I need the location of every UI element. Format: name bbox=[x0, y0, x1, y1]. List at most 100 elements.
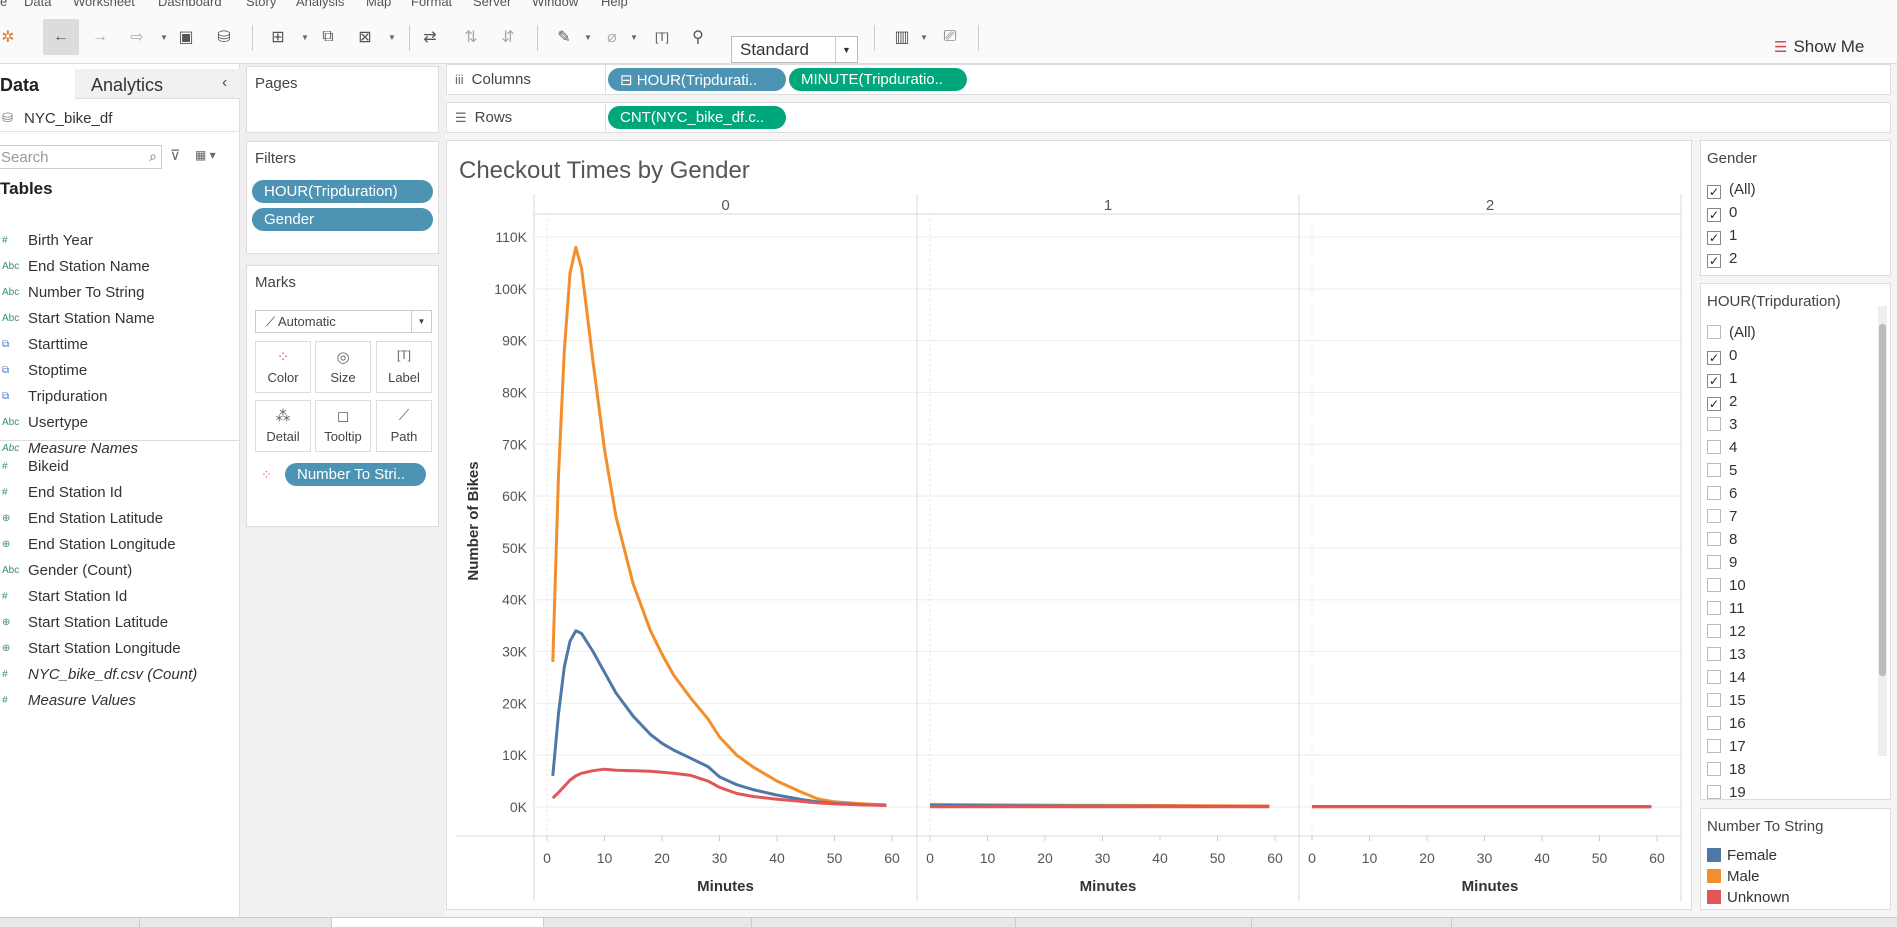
tooltip-button[interactable]: ◻ Tooltip bbox=[315, 400, 371, 452]
hour-option-6[interactable]: 6 bbox=[1707, 485, 1737, 508]
show-me-button[interactable]: ☰ Show Me bbox=[1774, 37, 1864, 57]
sheet-tab-active[interactable] bbox=[332, 918, 544, 927]
save-icon[interactable]: ▣ bbox=[178, 29, 194, 46]
menu-help[interactable]: Help bbox=[601, 0, 628, 9]
tableau-logo-icon[interactable]: ✲ bbox=[1, 29, 15, 46]
field-item[interactable]: ⧉ Tripduration bbox=[0, 385, 240, 409]
gender-option-all[interactable]: ✓ (All) bbox=[1707, 181, 1756, 204]
sheet-tab[interactable] bbox=[544, 918, 752, 927]
color-pill-number-to-string[interactable]: Number To Stri.. bbox=[285, 463, 426, 486]
field-item[interactable]: Abc Start Station Name bbox=[0, 307, 240, 331]
gender-option-0[interactable]: ✓ 0 bbox=[1707, 204, 1737, 227]
menu-server[interactable]: Server bbox=[473, 0, 512, 9]
datasource-item[interactable]: ⛁ NYC_bike_df bbox=[0, 104, 240, 132]
hour-option-9[interactable]: 9 bbox=[1707, 554, 1737, 577]
replay-caret-icon[interactable]: ▼ bbox=[160, 33, 168, 42]
hour-option-19[interactable]: 19 bbox=[1707, 784, 1746, 799]
highlight-icon[interactable]: ✎ bbox=[557, 29, 571, 46]
path-button[interactable]: ⟋ Path bbox=[376, 400, 432, 452]
hour-option-all[interactable]: (All) bbox=[1707, 324, 1756, 347]
menu-data[interactable]: Data bbox=[24, 0, 52, 9]
field-item[interactable]: # Bikeid bbox=[0, 455, 240, 479]
legend-item-female[interactable]: Female bbox=[1707, 847, 1777, 867]
size-button[interactable]: ◎ Size bbox=[315, 341, 371, 393]
show-labels-icon[interactable]: [T] bbox=[655, 30, 669, 44]
clear-sheet-icon[interactable]: ⊠ bbox=[358, 29, 372, 46]
field-item[interactable]: # Start Station Id bbox=[0, 585, 240, 609]
tab-analytics[interactable]: Analytics bbox=[75, 69, 240, 99]
field-item[interactable]: ⊕ Start Station Longitude bbox=[0, 637, 240, 661]
swap-rows-columns-icon[interactable]: ⇄ bbox=[423, 29, 437, 46]
tab-data[interactable]: Data bbox=[0, 69, 75, 99]
menu-file[interactable]: e bbox=[0, 0, 8, 9]
hour-option-3[interactable]: 3 bbox=[1707, 416, 1737, 439]
columns-pill-minute[interactable]: MINUTE(Tripduratio.. bbox=[789, 68, 967, 91]
sheet-tab[interactable] bbox=[752, 918, 1016, 927]
hour-list-scrollbar[interactable] bbox=[1878, 306, 1887, 756]
hour-option-17[interactable]: 17 bbox=[1707, 738, 1746, 761]
hour-option-13[interactable]: 13 bbox=[1707, 646, 1746, 669]
field-item[interactable]: # Birth Year bbox=[0, 229, 240, 253]
presentation-mode-icon[interactable]: ⎚ bbox=[943, 28, 957, 45]
sheet-tab[interactable] bbox=[140, 918, 332, 927]
field-item[interactable]: # NYC_bike_df.csv (Count) bbox=[0, 663, 240, 687]
field-item[interactable]: Abc Number To String bbox=[0, 281, 240, 305]
clear-sheet-caret-icon[interactable]: ▼ bbox=[388, 33, 396, 42]
show-cards-caret-icon[interactable]: ▼ bbox=[920, 33, 928, 42]
menu-dashboard[interactable]: Dashboard bbox=[158, 0, 222, 9]
field-item[interactable]: Abc Gender (Count) bbox=[0, 559, 240, 583]
field-item[interactable]: Abc Usertype bbox=[0, 411, 240, 435]
redo-icon[interactable]: → bbox=[92, 28, 108, 45]
sheet-tab[interactable] bbox=[1016, 918, 1252, 927]
group-caret-icon[interactable]: ▼ bbox=[630, 33, 638, 42]
filter-pill-gender[interactable]: Gender bbox=[252, 208, 433, 231]
pages-card[interactable]: Pages bbox=[246, 66, 439, 133]
hour-option-12[interactable]: 12 bbox=[1707, 623, 1746, 646]
add-datasource-icon[interactable]: ⛁ bbox=[217, 29, 231, 46]
fit-view-select[interactable]: Standard ▼ bbox=[731, 36, 858, 63]
hour-option-14[interactable]: 14 bbox=[1707, 669, 1746, 692]
columns-pill-hour[interactable]: ⊟ HOUR(Tripdurati.. bbox=[608, 68, 786, 91]
show-cards-icon[interactable]: ▥ bbox=[894, 29, 910, 46]
legend-item-male[interactable]: Male bbox=[1707, 868, 1760, 888]
field-item[interactable]: ⊕ End Station Latitude bbox=[0, 507, 240, 531]
label-button[interactable]: [T] Label bbox=[376, 341, 432, 393]
columns-shelf[interactable]: iii Columns ⊟ HOUR(Tripdurati.. MINUTE(Tr… bbox=[446, 64, 1891, 95]
sort-ascending-icon[interactable]: ⇅ bbox=[464, 29, 478, 46]
sheet-tab[interactable] bbox=[0, 918, 140, 927]
filter-pill-hour[interactable]: HOUR(Tripduration) bbox=[252, 180, 433, 203]
hour-option-4[interactable]: 4 bbox=[1707, 439, 1737, 462]
gender-option-2[interactable]: ✓ 2 bbox=[1707, 250, 1737, 273]
duplicate-sheet-icon[interactable]: ⧉ bbox=[322, 28, 334, 45]
hour-option-10[interactable]: 10 bbox=[1707, 577, 1746, 600]
field-item[interactable]: ⊕ End Station Longitude bbox=[0, 533, 240, 557]
color-button[interactable]: ⁘ Color bbox=[255, 341, 311, 393]
field-item[interactable]: Abc Measure Names bbox=[0, 437, 240, 461]
hour-option-1[interactable]: ✓ 1 bbox=[1707, 370, 1737, 393]
hour-option-16[interactable]: 16 bbox=[1707, 715, 1746, 738]
sort-descending-icon[interactable]: ⇵ bbox=[501, 29, 515, 46]
group-members-icon[interactable]: ⌀ bbox=[607, 29, 617, 46]
replay-icon[interactable]: ⇨ bbox=[130, 29, 144, 46]
mark-type-select[interactable]: ⟋ Automatic ▼ bbox=[255, 310, 432, 333]
hour-option-7[interactable]: 7 bbox=[1707, 508, 1737, 531]
detail-button[interactable]: ⁂ Detail bbox=[255, 400, 311, 452]
hour-option-18[interactable]: 18 bbox=[1707, 761, 1746, 784]
field-item[interactable]: ⧉ Stoptime bbox=[0, 359, 240, 383]
gender-option-1[interactable]: ✓ 1 bbox=[1707, 227, 1737, 250]
filters-card[interactable]: Filters HOUR(Tripduration) Gender bbox=[246, 141, 439, 254]
legend-item-unknown[interactable]: Unknown bbox=[1707, 889, 1790, 909]
field-item[interactable]: Abc End Station Name bbox=[0, 255, 240, 279]
new-worksheet-caret-icon[interactable]: ▼ bbox=[301, 33, 309, 42]
filter-fields-icon[interactable]: ⊽ bbox=[170, 147, 181, 163]
highlight-caret-icon[interactable]: ▼ bbox=[584, 33, 592, 42]
hour-option-8[interactable]: 8 bbox=[1707, 531, 1737, 554]
view-options-icon[interactable]: ▦ ▾ bbox=[195, 148, 216, 162]
hour-option-0[interactable]: ✓ 0 bbox=[1707, 347, 1737, 370]
menu-window[interactable]: Window bbox=[532, 0, 579, 9]
undo-icon[interactable]: ← bbox=[43, 19, 79, 55]
hour-option-5[interactable]: 5 bbox=[1707, 462, 1737, 485]
pin-axes-icon[interactable]: ⚲ bbox=[692, 29, 704, 46]
menu-map[interactable]: Map bbox=[366, 0, 392, 9]
hour-option-15[interactable]: 15 bbox=[1707, 692, 1746, 715]
